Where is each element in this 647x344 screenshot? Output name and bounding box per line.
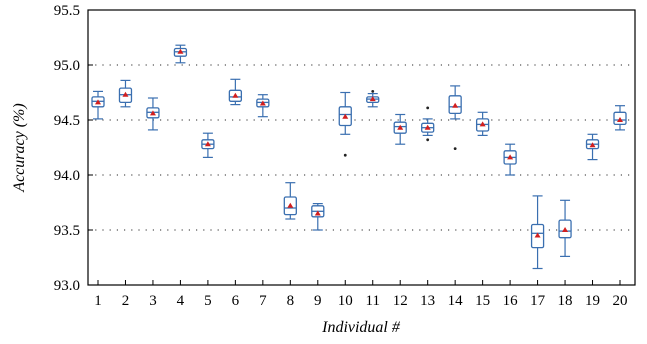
mean-marker (149, 110, 156, 116)
box-item-9 (311, 203, 325, 231)
box-item-11 (366, 90, 380, 108)
box-item-4 (173, 44, 188, 64)
mean-marker (452, 102, 459, 108)
x-tick-label: 14 (448, 293, 464, 309)
mean-marker (507, 154, 514, 160)
x-axis-ticks: 1 2 3 4 5 6 7 8 9 10 11 12 13 14 15 16 17 18 19 20 (94, 280, 628, 309)
x-tick-label: 1 (94, 293, 102, 309)
box-item-1 (91, 90, 105, 120)
box-item-19 (585, 133, 600, 161)
x-tick-label: 5 (204, 293, 212, 309)
x-tick-label: 7 (259, 293, 267, 309)
outlier-point (343, 153, 347, 157)
mean-marker (177, 48, 184, 54)
x-tick-label: 16 (503, 293, 519, 309)
x-tick-label: 8 (287, 293, 295, 309)
x-tick-label: 20 (613, 293, 628, 309)
mean-marker (589, 142, 596, 148)
mean-marker (95, 99, 101, 105)
outlier-point (371, 90, 375, 93)
mean-marker (232, 92, 239, 98)
grid-lines (88, 64, 635, 231)
box-item-3 (146, 97, 160, 131)
mean-marker (314, 210, 321, 216)
y-tick-label: 93.5 (54, 223, 80, 239)
box-item-16 (503, 143, 517, 176)
box-item-18 (558, 199, 572, 257)
x-tick-label: 19 (585, 293, 600, 309)
y-axis-ticks: 93.0 93.5 94.0 94.5 95.0 95.5 (54, 3, 93, 294)
box-item-5 (201, 132, 215, 158)
x-tick-label: 6 (232, 293, 240, 309)
box-item-14 (448, 85, 462, 151)
outlier-point (426, 138, 430, 142)
box-item-8 (283, 182, 297, 220)
outlier-point (453, 147, 457, 151)
y-tick-label: 94.5 (54, 113, 80, 129)
y-tick-label: 94.0 (54, 168, 80, 184)
mean-marker (204, 141, 211, 147)
x-tick-label: 18 (558, 293, 573, 309)
box-item-17 (530, 195, 545, 270)
y-axis-title: Accuracy (%) (11, 103, 28, 192)
mean-marker (617, 117, 623, 122)
mean-marker (397, 124, 404, 130)
box-item-15 (475, 111, 490, 136)
mean-marker (287, 202, 294, 208)
mean-marker (479, 121, 486, 127)
x-tick-label: 3 (149, 293, 157, 309)
x-tick-label: 13 (420, 293, 435, 309)
x-tick-label: 4 (177, 293, 185, 309)
x-tick-label: 11 (366, 293, 380, 309)
mean-marker (259, 100, 266, 106)
box-item-13 (421, 106, 435, 142)
box-item-6 (228, 78, 243, 106)
mean-marker (534, 232, 541, 238)
outlier-point (426, 106, 430, 110)
mean-marker (562, 227, 569, 232)
box-item-7 (256, 94, 270, 118)
box-item-12 (393, 113, 407, 145)
mean-marker (342, 113, 349, 119)
box-item-10 (338, 91, 352, 157)
x-tick-label: 12 (393, 293, 408, 309)
x-tick-label: 17 (530, 293, 546, 309)
mean-marker (424, 124, 431, 130)
box-series (91, 44, 627, 270)
box-item-20 (613, 105, 627, 131)
y-tick-label: 93.0 (54, 278, 80, 294)
x-tick-label: 15 (475, 293, 490, 309)
x-tick-label: 9 (314, 293, 322, 309)
y-tick-label: 95.0 (54, 58, 80, 74)
y-tick-label: 95.5 (54, 3, 80, 19)
mean-marker (122, 91, 129, 97)
x-axis-title: Individual # (321, 319, 401, 336)
x-tick-label: 2 (122, 293, 130, 309)
x-tick-label: 10 (338, 293, 353, 309)
mean-marker (369, 96, 376, 102)
box-item-2 (118, 79, 133, 108)
plot-frame (87, 9, 636, 286)
